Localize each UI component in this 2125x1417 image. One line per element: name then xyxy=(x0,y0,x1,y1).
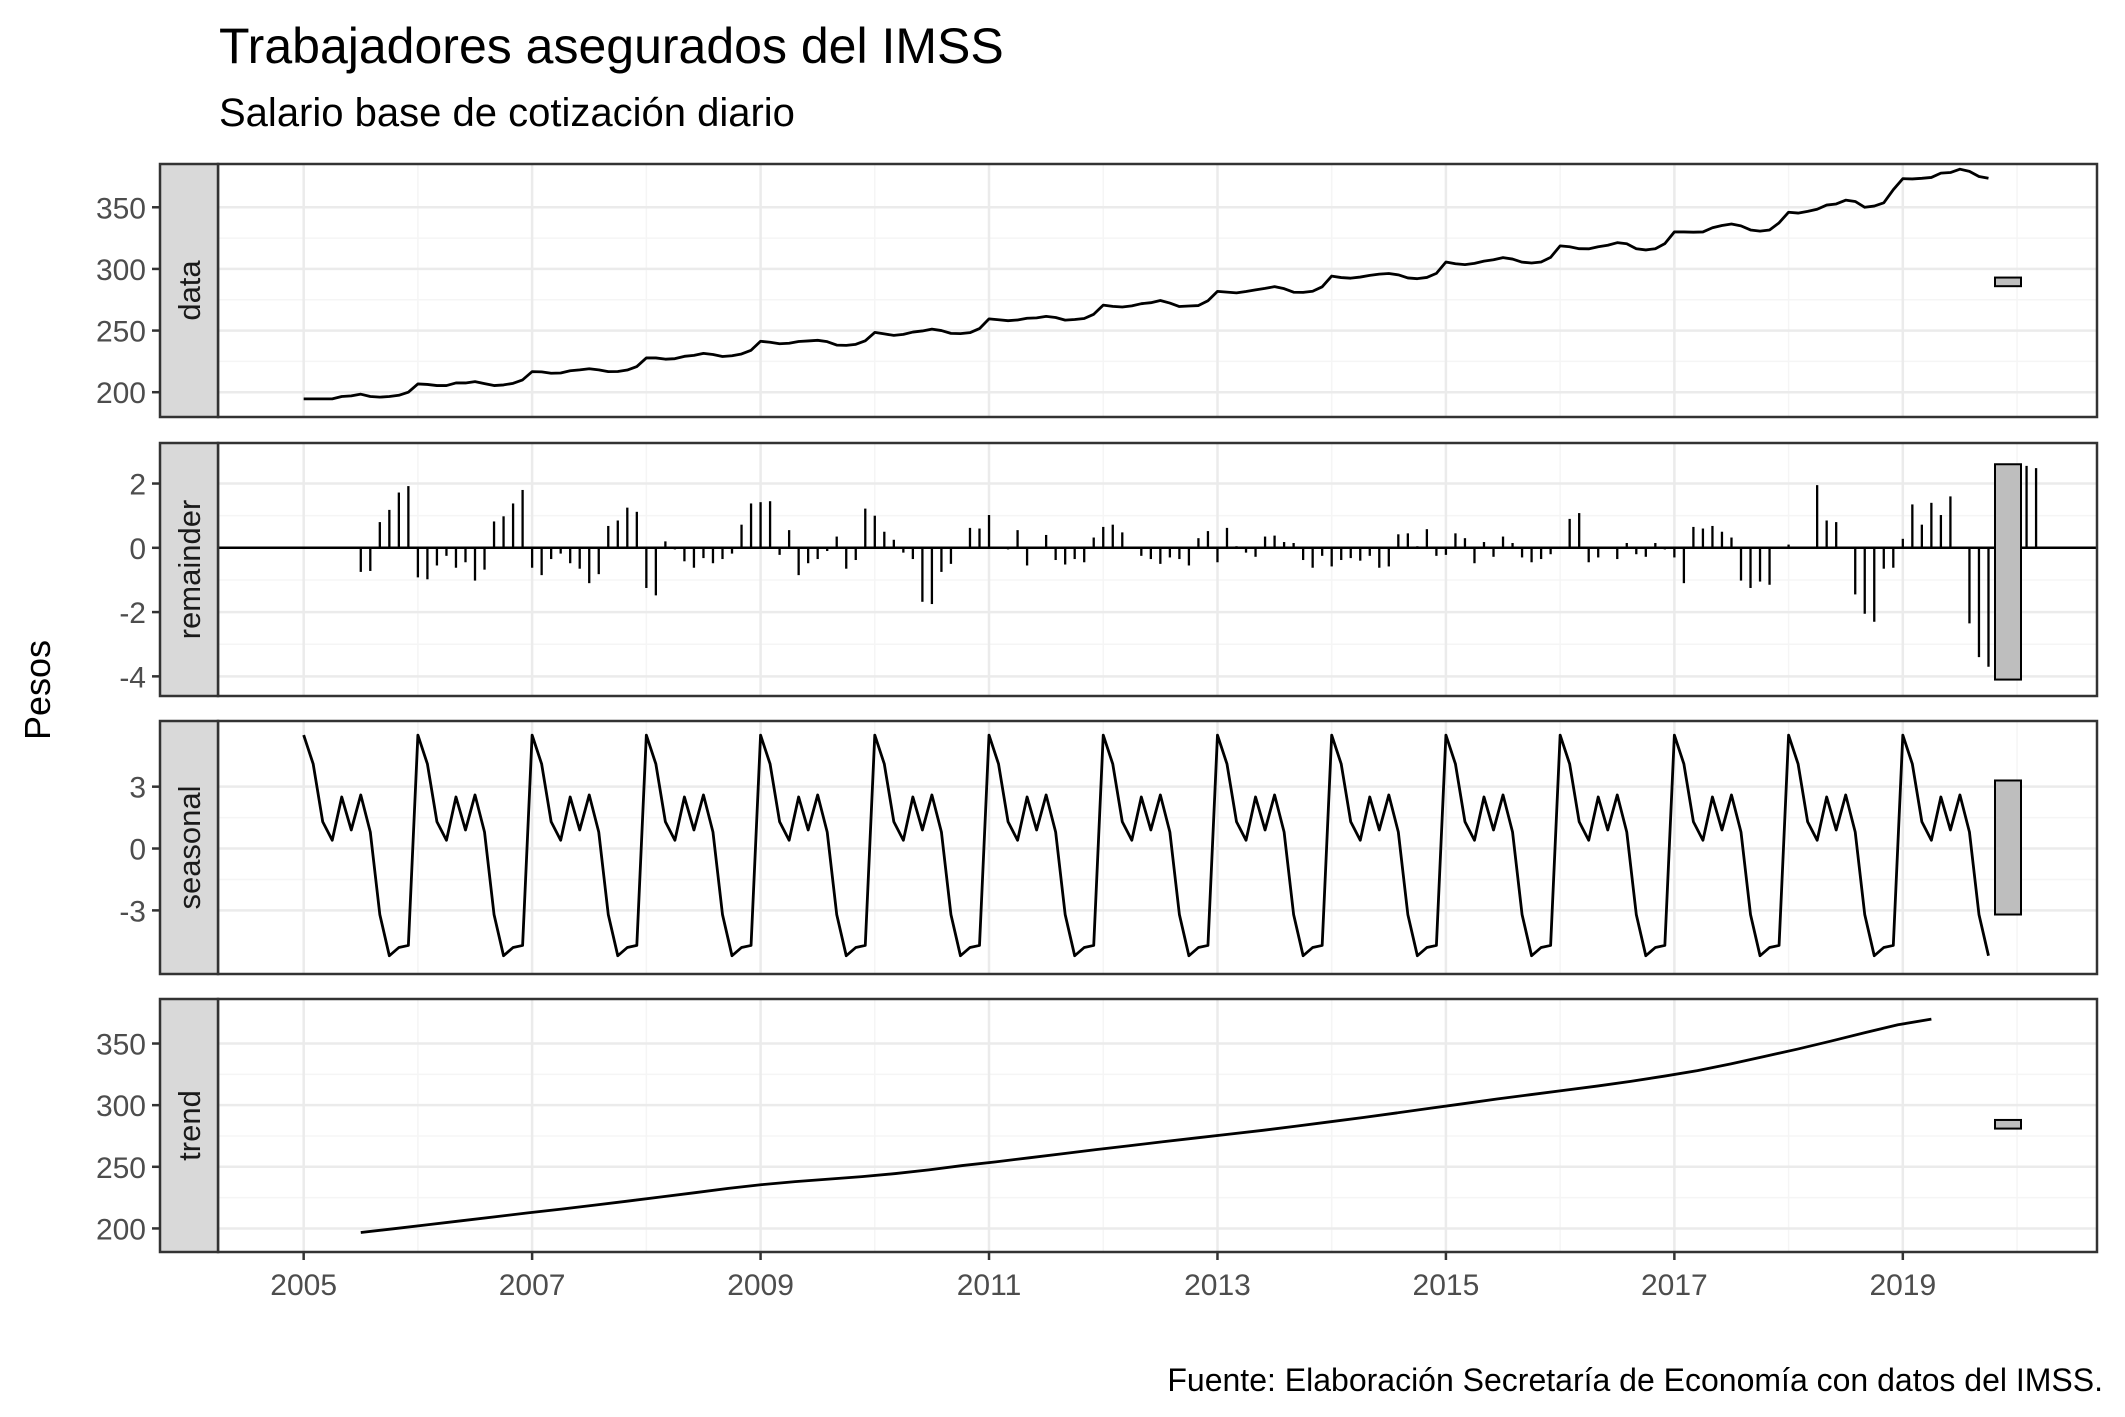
y-tick-label: 0 xyxy=(129,533,146,566)
panel-border xyxy=(216,441,2099,698)
range-bar xyxy=(1994,1118,2022,1130)
panel-remainder: remainder -4 -2 0 2 xyxy=(119,441,2099,698)
panel-border xyxy=(216,997,2099,1254)
strip-label-remainder: remainder xyxy=(172,500,207,640)
data-line xyxy=(303,167,1989,401)
y-tick-label: -3 xyxy=(119,895,146,928)
strip-label-trend: trend xyxy=(172,1090,207,1161)
y-tick-label: 200 xyxy=(96,1213,146,1246)
panel-seasonal: seasonal -3 0 3 xyxy=(119,719,2099,976)
x-tick-label: 2017 xyxy=(1641,1269,1708,1302)
range-bar xyxy=(1994,276,2022,288)
x-tick-label: 2005 xyxy=(270,1269,337,1302)
y-tick-label: 350 xyxy=(96,1029,146,1062)
y-tick-label: 350 xyxy=(96,192,146,225)
x-tick-label: 2019 xyxy=(1869,1269,1936,1302)
panel-strip xyxy=(158,719,220,976)
strip-label-data: data xyxy=(172,260,207,321)
strip-label-seasonal: seasonal xyxy=(172,785,207,909)
x-tick-label: 2009 xyxy=(727,1269,794,1302)
seasonal-line xyxy=(302,733,1990,958)
chart-subtitle: Salario base de cotización diario xyxy=(219,91,795,135)
panel-border xyxy=(216,162,2099,419)
panel-strip xyxy=(158,162,220,419)
y-tick-label: 250 xyxy=(96,316,146,349)
y-tick-label: 300 xyxy=(96,254,146,287)
y-tick-label: 2 xyxy=(129,469,146,502)
y-tick-label: -2 xyxy=(119,597,146,630)
x-axis: 2005 2007 2009 2011 2013 2015 2017 2019 xyxy=(270,1252,1936,1302)
y-tick-label: 3 xyxy=(129,772,146,805)
chart-title: Trabajadores asegurados del IMSS xyxy=(219,18,1004,74)
x-tick-label: 2007 xyxy=(499,1269,566,1302)
y-tick-label: 0 xyxy=(129,834,146,867)
panels-group: data 200 250 300 350 remainder -4 -2 0 2 seasonal-… xyxy=(96,162,2099,1254)
y-tick-label: 300 xyxy=(96,1090,146,1123)
range-bar xyxy=(1994,463,2022,681)
x-tick-label: 2015 xyxy=(1413,1269,1480,1302)
y-tick-label: -4 xyxy=(119,661,146,694)
x-tick-label: 2013 xyxy=(1184,1269,1251,1302)
panel-strip xyxy=(158,441,220,698)
trend-line xyxy=(360,1017,1932,1234)
y-axis-label: Pesos xyxy=(17,640,58,740)
x-tick-label: 2011 xyxy=(957,1269,1022,1302)
panel-trend: trend 200 250 300 350 xyxy=(96,997,2099,1254)
panel-data: data 200 250 300 350 xyxy=(96,162,2099,419)
panel-strip xyxy=(158,997,220,1254)
y-tick-label: 250 xyxy=(96,1152,146,1185)
chart-caption: Fuente: Elaboración Secretaría de Econom… xyxy=(1167,1362,2103,1398)
y-tick-label: 200 xyxy=(96,377,146,410)
range-bar xyxy=(1994,779,2022,916)
